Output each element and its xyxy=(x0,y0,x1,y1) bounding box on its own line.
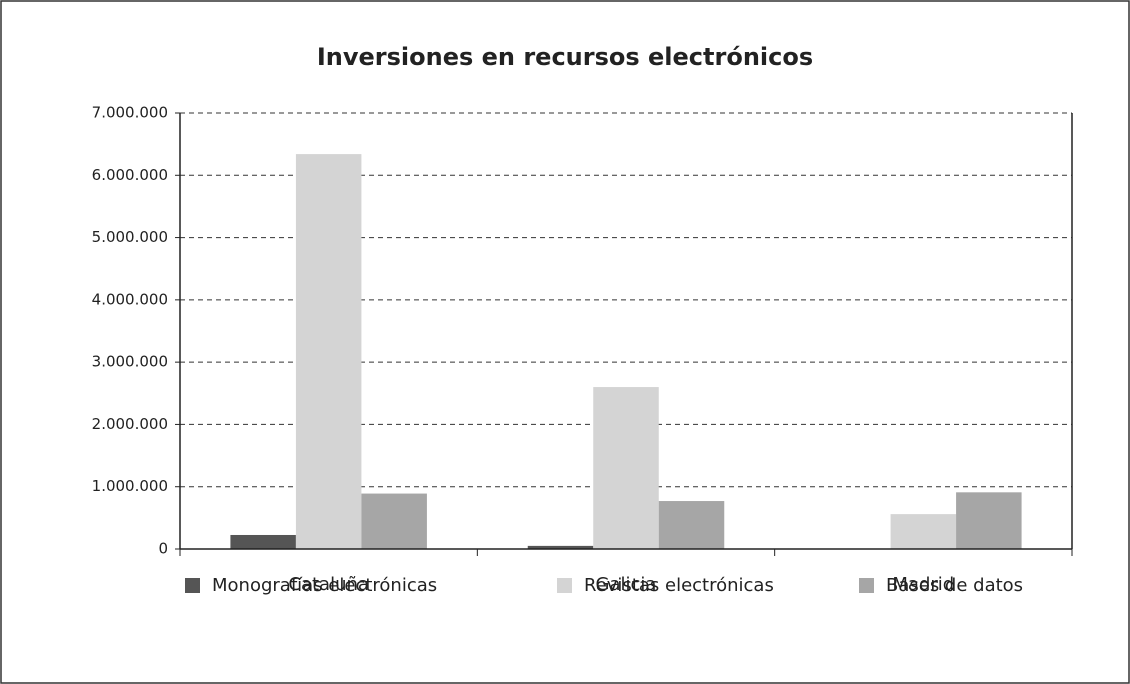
y-tick-label: 0 xyxy=(158,540,168,558)
x-tick-label: Galicia xyxy=(596,574,657,595)
y-tick-label: 7.000.000 xyxy=(92,104,168,122)
bar xyxy=(527,545,594,549)
y-tick-label: 1.000.000 xyxy=(92,477,168,495)
legend-swatch xyxy=(859,578,874,593)
x-tick-label: Cataluña xyxy=(288,574,369,595)
y-tick-label: 2.000.000 xyxy=(92,415,168,433)
bar xyxy=(361,493,427,549)
chart-title: Inversiones en recursos electrónicos xyxy=(317,43,813,71)
bar xyxy=(890,514,957,549)
legend-label: Monografías electrónicas xyxy=(212,575,437,596)
y-tick-label: 6.000.000 xyxy=(92,166,168,184)
legend-label: Revistas electrónicas xyxy=(584,575,774,596)
bar xyxy=(956,492,1022,549)
bar xyxy=(593,387,659,549)
legend-swatch xyxy=(185,578,200,593)
y-tick-label: 5.000.000 xyxy=(92,228,168,246)
y-tick-label: 4.000.000 xyxy=(92,290,168,308)
bar xyxy=(230,534,296,549)
y-tick-label: 3.000.000 xyxy=(92,353,168,371)
bar xyxy=(658,501,725,549)
legend-label: Bases de datos xyxy=(886,575,1023,596)
x-tick-label: Madrid xyxy=(892,574,954,595)
bar xyxy=(295,154,362,549)
legend-swatch xyxy=(557,578,572,593)
